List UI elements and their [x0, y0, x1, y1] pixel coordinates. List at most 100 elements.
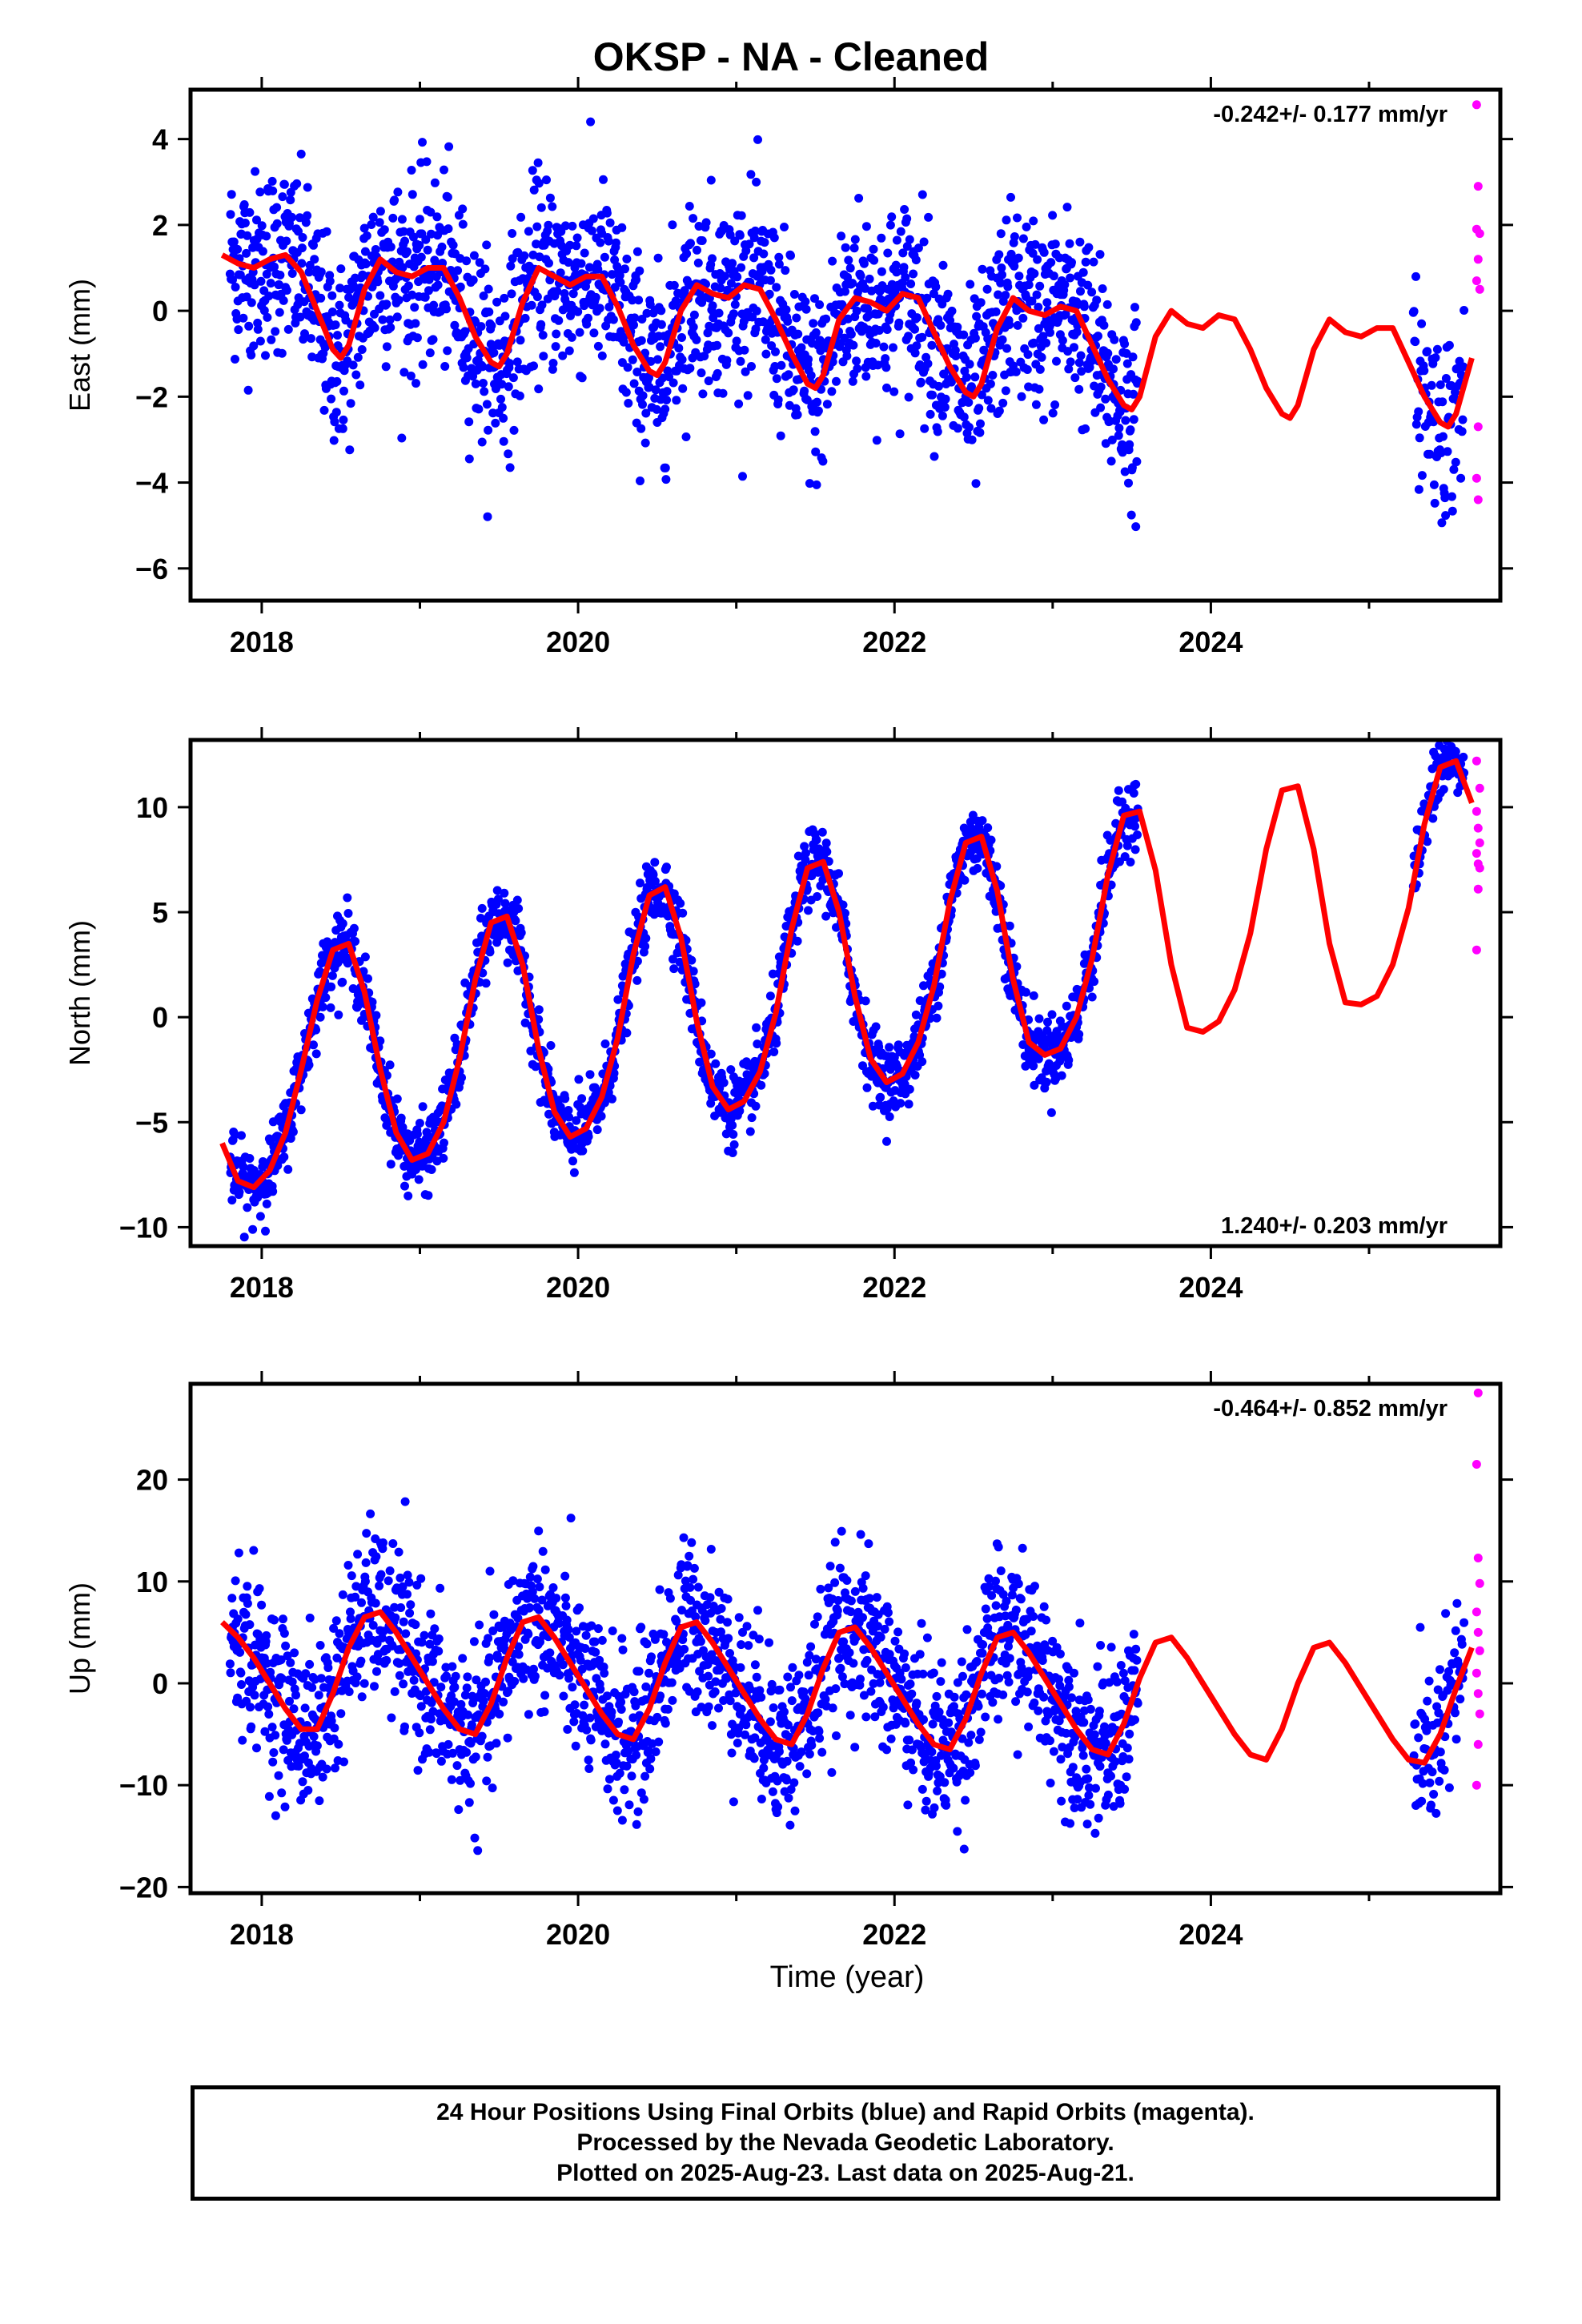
final-point — [448, 1662, 457, 1671]
final-point — [400, 368, 409, 377]
final-point — [279, 179, 289, 189]
final-point — [653, 355, 662, 364]
final-point — [468, 1699, 478, 1707]
final-point — [906, 279, 916, 288]
final-point — [852, 356, 861, 366]
final-point — [258, 1157, 267, 1166]
final-point — [776, 431, 785, 440]
final-point — [841, 287, 849, 296]
final-point — [440, 165, 448, 175]
final-point — [314, 1691, 323, 1700]
final-point — [536, 203, 546, 212]
final-point — [525, 1572, 535, 1582]
final-point — [965, 360, 974, 369]
final-point — [436, 1683, 446, 1692]
final-point — [576, 259, 586, 268]
rapid-orbit-points — [1472, 756, 1484, 955]
final-point — [269, 1748, 279, 1757]
final-point — [917, 332, 927, 342]
final-point — [428, 335, 438, 344]
final-point — [464, 1798, 474, 1807]
final-point — [703, 328, 713, 338]
final-point — [443, 346, 452, 356]
final-point — [255, 1212, 265, 1221]
final-point — [287, 269, 297, 278]
final-point — [846, 329, 856, 339]
model-curve — [220, 251, 1475, 430]
final-point — [440, 1138, 448, 1148]
final-point — [348, 984, 358, 993]
final-point — [300, 329, 309, 339]
final-point — [733, 272, 742, 282]
final-point — [861, 372, 871, 381]
final-point — [685, 364, 695, 373]
final-point — [1029, 216, 1038, 226]
final-point — [687, 1538, 697, 1547]
final-point — [899, 263, 909, 272]
final-point — [856, 271, 865, 280]
final-point — [619, 337, 628, 347]
final-point — [708, 1721, 717, 1731]
final-point — [577, 1094, 587, 1104]
final-point — [749, 233, 759, 243]
final-point — [509, 425, 519, 435]
final-point — [348, 360, 358, 370]
final-point — [1096, 382, 1106, 392]
final-point — [399, 227, 408, 236]
final-point — [766, 265, 776, 275]
final-point — [704, 376, 713, 386]
final-point — [239, 1162, 248, 1172]
final-point — [305, 1613, 315, 1622]
final-point — [568, 289, 578, 299]
final-point — [896, 227, 905, 236]
rapid-point — [1473, 255, 1483, 264]
final-point — [636, 424, 646, 433]
final-point — [714, 1587, 724, 1597]
final-point — [919, 981, 928, 991]
final-point — [516, 336, 525, 345]
final-point — [632, 956, 642, 966]
final-point — [1439, 432, 1447, 441]
final-orbit-points — [225, 1497, 1469, 1856]
final-point — [327, 982, 336, 991]
final-point — [386, 242, 396, 251]
final-point — [683, 1561, 693, 1570]
final-point — [725, 1649, 734, 1658]
final-point — [1419, 366, 1429, 376]
final-point — [515, 391, 524, 400]
final-point — [430, 178, 440, 187]
final-point — [705, 1593, 715, 1602]
final-point — [275, 271, 285, 279]
final-point — [279, 1629, 289, 1638]
final-point — [376, 1570, 386, 1579]
final-point — [262, 269, 271, 279]
final-point — [1460, 306, 1469, 315]
final-point — [608, 1094, 616, 1104]
final-point — [994, 290, 1003, 300]
final-point — [751, 324, 761, 334]
final-point — [793, 936, 802, 946]
final-point — [381, 362, 391, 372]
final-point — [404, 1578, 414, 1587]
final-point — [540, 1565, 550, 1574]
final-point — [362, 1529, 371, 1538]
final-point — [938, 411, 947, 420]
final-point — [449, 1697, 459, 1707]
final-point — [686, 1595, 695, 1605]
final-point — [1128, 352, 1138, 362]
final-point — [264, 1791, 274, 1801]
final-point — [225, 1659, 235, 1669]
final-point — [335, 283, 345, 293]
final-point — [454, 1805, 464, 1815]
rapid-point — [1473, 495, 1483, 505]
final-point — [728, 1148, 737, 1157]
final-point — [736, 356, 745, 366]
final-point — [1133, 830, 1142, 839]
final-point — [458, 219, 468, 229]
final-point — [274, 1771, 283, 1780]
final-point — [415, 1728, 424, 1738]
final-point — [723, 1594, 733, 1604]
final-point — [815, 300, 825, 309]
final-point — [456, 282, 465, 292]
final-point — [437, 242, 447, 251]
